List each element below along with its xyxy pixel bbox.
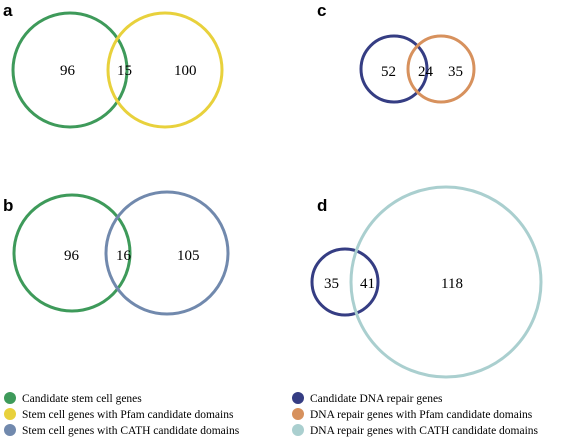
legend-left-item: Candidate stem cell genes <box>4 392 142 405</box>
panel-c-right-count: 35 <box>448 64 463 80</box>
panel-c-label: c <box>317 1 326 20</box>
legend-right-item: DNA repair genes with CATH candidate dom… <box>292 424 539 437</box>
panel-d-cath-circle <box>349 185 543 379</box>
legend-right-item: Candidate DNA repair genes <box>292 392 443 405</box>
legend-left-label: Stem cell genes with CATH candidate doma… <box>22 425 240 437</box>
panel-a-stem-cell-circle <box>11 11 129 129</box>
panel-b-label: b <box>3 196 13 215</box>
panel-b-stem-cell-circle <box>12 193 132 313</box>
panel-d-label: d <box>317 196 327 215</box>
legend-right: Candidate DNA repair genes DNA repair ge… <box>292 392 539 437</box>
panel-c: c 52 24 35 <box>317 1 476 104</box>
panel-c-pfam-circle <box>406 34 476 104</box>
panel-d-overlap-count: 41 <box>360 276 375 292</box>
panel-b-cath-circle <box>104 190 230 316</box>
legend-swatch-dna-cath <box>292 424 304 436</box>
panel-a-right-count: 100 <box>174 63 197 79</box>
panel-c-dna-repair-circle <box>359 34 429 104</box>
panel-a-overlap-count: 15 <box>117 63 132 79</box>
legend-right-label: DNA repair genes with Pfam candidate dom… <box>310 409 533 421</box>
panel-c-left-count: 52 <box>381 64 396 80</box>
legend-left: Candidate stem cell genes Stem cell gene… <box>4 392 240 437</box>
panel-a-label: a <box>3 1 13 20</box>
panel-b: b 96 16 105 <box>3 190 230 316</box>
panel-d-left-count: 35 <box>324 276 339 292</box>
legend-left-item: Stem cell genes with Pfam candidate doma… <box>4 408 234 421</box>
legend-swatch-dna-pfam <box>292 408 304 420</box>
legend-swatch-dna-repair <box>292 392 304 404</box>
panel-a-pfam-circle <box>106 11 224 129</box>
legend-left-label: Stem cell genes with Pfam candidate doma… <box>22 409 234 421</box>
legend-swatch-stem-cell <box>4 392 16 404</box>
legend-left-label: Candidate stem cell genes <box>22 393 142 405</box>
legend-right-label: DNA repair genes with CATH candidate dom… <box>310 425 539 437</box>
legend-swatch-stem-pfam <box>4 408 16 420</box>
panel-b-left-count: 96 <box>64 248 80 264</box>
panel-b-right-count: 105 <box>177 248 200 264</box>
panel-d-dna-repair-circle <box>310 247 380 317</box>
panel-a-left-count: 96 <box>60 63 76 79</box>
panel-a: a 96 15 100 <box>3 1 224 129</box>
panel-d: d 35 41 118 <box>310 185 543 379</box>
legend-right-item: DNA repair genes with Pfam candidate dom… <box>292 408 533 421</box>
legend-left-item: Stem cell genes with CATH candidate doma… <box>4 424 240 437</box>
legend-right-label: Candidate DNA repair genes <box>310 393 443 405</box>
panel-b-overlap-count: 16 <box>116 248 132 264</box>
legend-swatch-stem-cath <box>4 424 16 436</box>
panel-d-right-count: 118 <box>441 276 463 292</box>
panel-c-overlap-count: 24 <box>418 64 434 80</box>
